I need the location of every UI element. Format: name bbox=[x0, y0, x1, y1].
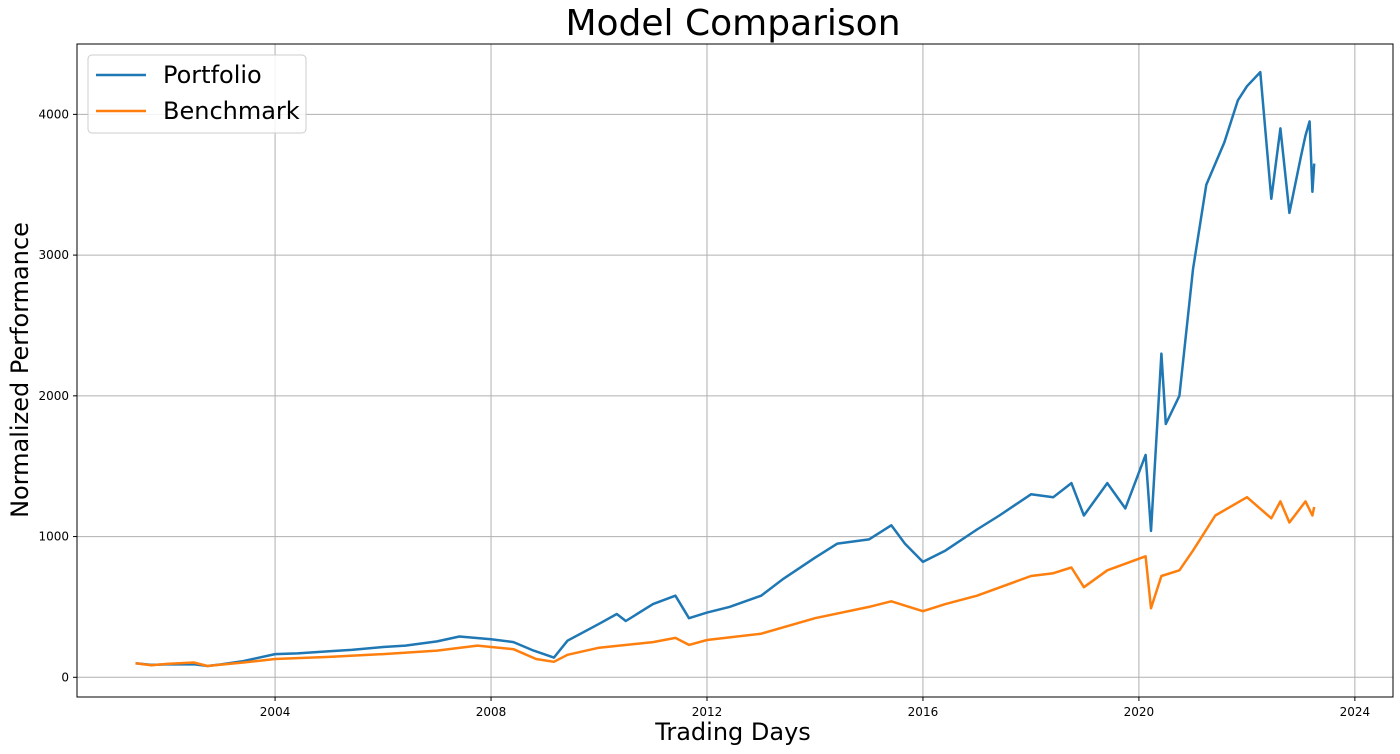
chart-title: Model Comparison bbox=[565, 3, 900, 44]
x-tick-label: 2008 bbox=[476, 705, 507, 719]
legend: Portfolio Benchmark bbox=[87, 54, 307, 134]
y-tick-label: 3000 bbox=[38, 248, 69, 262]
x-tick-label: 2016 bbox=[908, 705, 939, 719]
series-lines bbox=[135, 70, 1316, 668]
x-tick-label: 2024 bbox=[1340, 705, 1371, 719]
x-tick-label: 2004 bbox=[260, 705, 291, 719]
y-tick-label: 4000 bbox=[38, 107, 69, 121]
legend-label: Benchmark bbox=[163, 97, 300, 125]
y-tick-label: 2000 bbox=[38, 389, 69, 403]
grid bbox=[77, 44, 1393, 697]
y-tick-label: 0 bbox=[61, 670, 69, 684]
series-line-benchmark bbox=[135, 495, 1316, 668]
x-axis-label: Trading Days bbox=[654, 718, 811, 746]
x-tick-label: 2020 bbox=[1124, 705, 1155, 719]
axis-ticks: 2004 2008 2012 2016 2020 2024 0 1000 2000 3000 400… bbox=[38, 107, 1370, 719]
plot-frame bbox=[76, 43, 1394, 698]
legend-label: Portfolio bbox=[163, 61, 262, 89]
y-axis-label: Normalized Performance bbox=[6, 222, 34, 518]
x-tick-label: 2012 bbox=[692, 705, 723, 719]
y-tick-label: 1000 bbox=[38, 530, 69, 544]
series-line-portfolio bbox=[135, 70, 1316, 668]
